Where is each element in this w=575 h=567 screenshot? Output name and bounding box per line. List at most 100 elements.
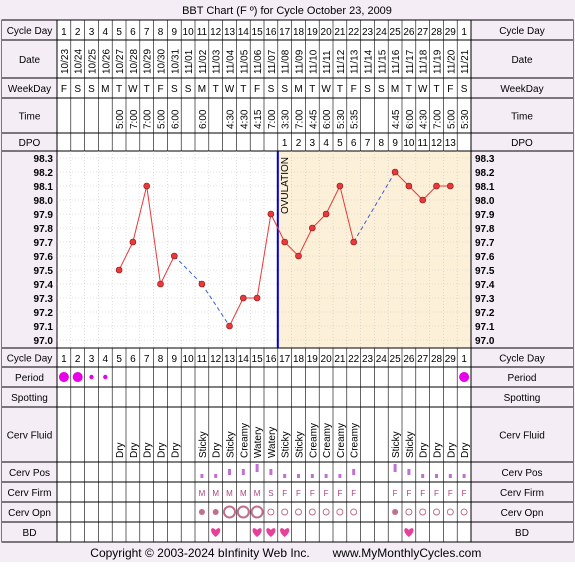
cerv-fluid-cell: Dry [157,442,168,458]
weekday-cell: S [185,84,192,95]
date-cell: 10/29 [143,49,154,74]
row-label-cycle-day: Cycle Day [7,26,53,37]
cycle-day-cell: 22 [348,354,360,365]
date-cell: 11/20 [446,49,457,74]
dpo-cell: 5 [337,138,343,149]
cerv-opn-marker [198,509,205,515]
y-tick-label-right: 98.3 [475,154,495,165]
weekday-cell: W [321,84,331,95]
cycle-day-cell: 8 [158,354,164,365]
date-cell: 11/06 [253,49,264,74]
cycle-day-cell: 4 [103,354,109,365]
cerv-opn-marker [281,508,289,516]
date-cell: 11/14 [364,49,375,74]
y-tick-label-left: 98.0 [34,196,54,207]
cerv-pos-marker [462,474,466,478]
cerv-fluid-cell: Watery [253,427,264,458]
cycle-day-cell: 28 [431,354,443,365]
cerv-firm-cell: F [310,489,315,498]
cerv-pos-marker [393,464,397,472]
weekday-cell: T [213,84,219,95]
row-label-period: Period [15,373,44,384]
y-tick-label-left: 97.4 [34,280,54,291]
cerv-pos-marker [200,474,204,478]
weekday-cell: W [418,84,428,95]
temperature-line-segment [270,213,286,243]
y-tick-label-right: 97.8 [475,224,495,235]
weekday-cell: F [351,84,357,95]
temperature-point [198,280,206,288]
time-cell: 7:00 [267,109,278,129]
dpo-cell: 6 [351,138,357,149]
dpo-cell: 2 [296,138,302,149]
row-label-date-right: Date [511,55,533,66]
temperature-point [226,322,233,330]
time-cell: 4:30 [239,109,250,129]
weekday-cell: T [309,84,315,95]
cerv-fluid-cell: Dry [143,442,154,458]
cycle-day-cell: 18 [293,27,305,38]
weekday-cell: T [337,84,343,95]
y-tick-label-left: 98.2 [34,168,54,179]
temperature-point [171,252,178,260]
cycle-day-cell: 3 [89,27,95,38]
dpo-cell: 11 [418,138,429,149]
weekday-cell: M [294,84,302,95]
temperature-point [253,294,261,302]
cerv-fluid-cell: Creamy [239,423,250,458]
temperature-line-segment [146,185,161,285]
bd-heart-icon [280,528,290,537]
cycle-day-cell: 27 [417,354,429,365]
time-cell: 6:00 [405,109,416,129]
temperature-point [350,238,358,246]
temperature-point [336,182,344,190]
y-tick-label-left: 98.1 [34,182,54,193]
cerv-fluid-cell: Sticky [281,431,292,458]
time-cell: 5:00 [115,109,126,129]
cerv-firm-cell: F [462,489,467,498]
cycle-day-cell: 24 [376,27,388,38]
y-tick-label-left: 97.0 [34,336,54,347]
cerv-pos-marker [324,474,328,478]
time-cell: 4:45 [391,109,402,129]
cycle-day-cell: 7 [144,354,150,365]
cerv-firm-cell: F [434,489,439,498]
cycle-day-cell: 1 [61,354,67,365]
cycle-day-cell: 2 [75,354,81,365]
cycle-day-cell: 27 [417,27,429,38]
row-label-date: Date [19,55,41,66]
row-label-spotting: Spotting [11,393,48,404]
dpo-cell: 9 [392,138,398,149]
dpo-cell: 13 [445,138,457,149]
cerv-fluid-cell: Creamy [350,423,361,458]
row-label-weekday-right: WeekDay [500,84,543,95]
weekday-cell: T [116,84,122,95]
row-label-cycle-day: Cycle Day [7,354,53,365]
cycle-day-cell: 16 [265,354,277,365]
cycle-day-cell: 3 [89,354,95,365]
y-tick-label-left: 98.3 [34,154,54,165]
date-cell: 11/04 [226,49,237,74]
temperature-line-segment [132,185,148,243]
time-cell: 5:00 [157,109,168,129]
weekday-cell: S [461,84,468,95]
weekday-cell: M [391,84,399,95]
cycle-day-cell: 4 [103,27,109,38]
cerv-pos-marker [269,469,273,475]
time-cell: 5:35 [350,109,361,129]
y-tick-label-right: 97.3 [475,294,495,305]
y-tick-label-left: 97.1 [34,322,54,333]
row-label-dpo-right: DPO [511,138,533,149]
cerv-fluid-cell: Dry [419,442,430,458]
time-cell: 4:15 [253,109,264,129]
cycle-day-cell: 22 [348,27,360,38]
cerv-fluid-cell: Dry [446,442,457,458]
y-tick-label-left: 97.7 [34,238,54,249]
row-label-bd: BD [23,528,37,539]
cerv-firm-cell: F [351,489,356,498]
cycle-day-cell: 10 [183,354,195,365]
weekday-cell: T [144,84,150,95]
cerv-fluid-cell: Dry [433,442,444,458]
temperature-point [295,252,302,260]
